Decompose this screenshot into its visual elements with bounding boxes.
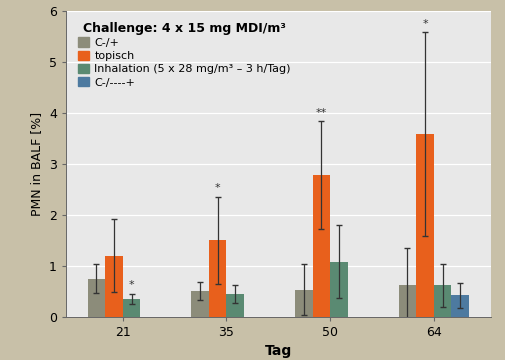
Legend: C-/+, topisch, Inhalation (5 x 28 mg/m³ – 3 h/Tag), C-/----+: C-/+, topisch, Inhalation (5 x 28 mg/m³ … — [75, 19, 292, 90]
Text: *: * — [421, 19, 427, 29]
Bar — [123, 299, 140, 317]
Y-axis label: PMN in BALF [%]: PMN in BALF [%] — [30, 112, 43, 216]
Bar — [209, 240, 226, 317]
Bar — [398, 285, 415, 317]
Text: *: * — [215, 183, 220, 193]
Text: **: ** — [315, 108, 326, 118]
Bar — [450, 295, 468, 317]
Text: *: * — [129, 280, 134, 290]
X-axis label: Tag: Tag — [264, 345, 291, 359]
Bar — [433, 285, 450, 317]
Bar — [191, 291, 209, 317]
Bar — [294, 290, 312, 317]
Bar — [87, 279, 105, 317]
Bar — [415, 134, 433, 317]
Bar — [329, 262, 347, 317]
Bar — [226, 294, 243, 317]
Bar — [312, 175, 329, 317]
Bar — [105, 256, 123, 317]
